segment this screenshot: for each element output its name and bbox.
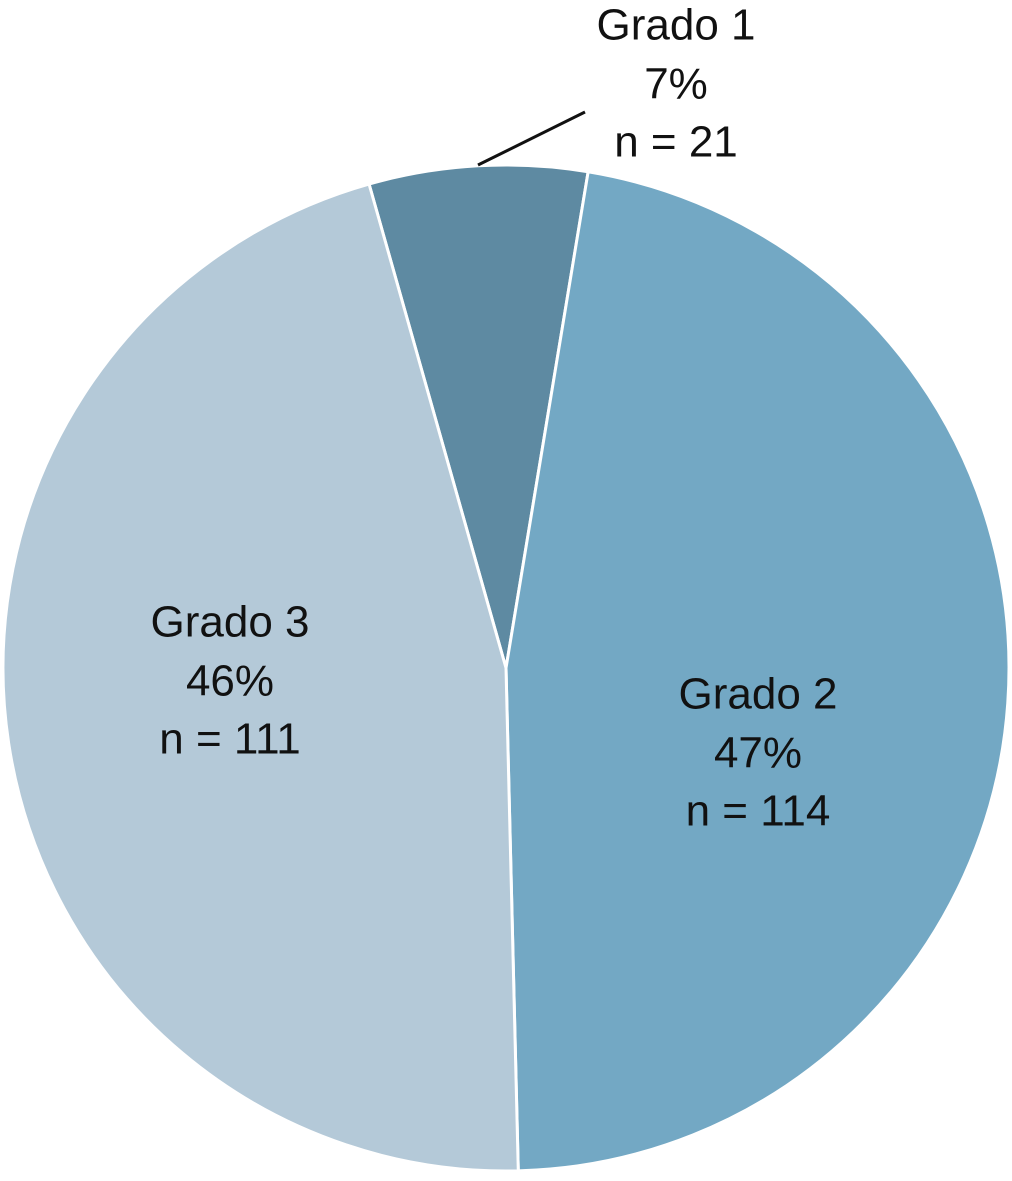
slice-label: Grado 3 xyxy=(151,598,310,647)
slice-percent: 46% xyxy=(186,657,274,706)
pie-slice xyxy=(504,170,1011,1173)
slice-label: Grado 2 xyxy=(679,670,838,719)
slice-percent: 47% xyxy=(714,729,802,778)
pie-slice xyxy=(367,163,590,669)
slice-count: n = 111 xyxy=(159,715,301,764)
leader-line xyxy=(477,110,586,167)
pie-slice xyxy=(1,182,520,1173)
slice-percent: 7% xyxy=(644,60,708,109)
slice-label: Grado 1 xyxy=(597,1,756,50)
slice-count: n = 21 xyxy=(614,118,738,167)
slice-count: n = 114 xyxy=(686,787,831,836)
